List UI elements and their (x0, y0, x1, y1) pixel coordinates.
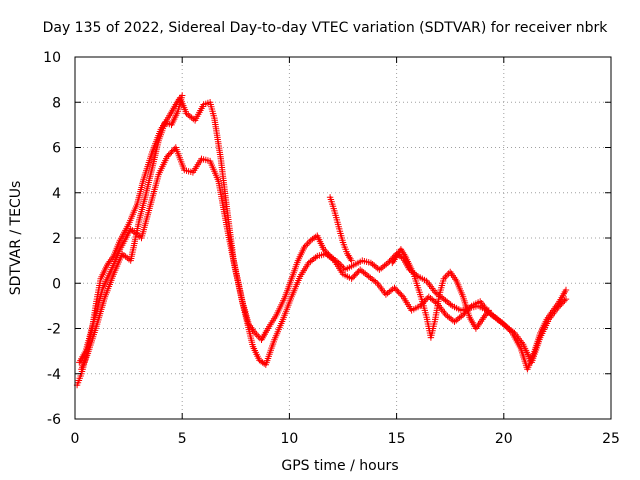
plus-markers (389, 246, 492, 341)
y-tick-label: 8 (52, 95, 61, 111)
series-layer (73, 92, 570, 389)
y-tick-label: 2 (52, 231, 61, 247)
y-tick-label: 6 (52, 141, 61, 157)
x-axis-label: GPS time / hours (281, 458, 398, 474)
y-tick-label: -4 (47, 367, 61, 383)
x-tick-label: 20 (495, 431, 513, 447)
series-3 (326, 194, 355, 264)
series-4 (389, 246, 492, 341)
y-tick-label: 4 (52, 186, 61, 202)
series-0 (73, 94, 570, 389)
x-tick-label: 10 (280, 431, 298, 447)
series-2 (78, 92, 186, 373)
plus-markers (78, 92, 186, 373)
x-tick-label: 5 (178, 431, 187, 447)
y-tick-label: -2 (47, 322, 61, 338)
y-tick-label: 10 (43, 50, 61, 66)
x-tick-label: 0 (71, 431, 80, 447)
y-axis-label: SDTVAR / TECUs (8, 181, 24, 296)
x-tick-label: 25 (602, 431, 620, 447)
chart-title: Day 135 of 2022, Sidereal Day-to-day VTE… (43, 20, 609, 36)
y-tick-label: 0 (52, 276, 61, 292)
y-tick-label: -6 (47, 412, 61, 428)
plus-markers (73, 94, 570, 389)
x-tick-label: 15 (388, 431, 406, 447)
plus-markers (326, 194, 355, 264)
axis-ticks: 0 5 10 15 20 25 -6 -4 -2 0 2 4 6 8 10 (43, 50, 620, 447)
